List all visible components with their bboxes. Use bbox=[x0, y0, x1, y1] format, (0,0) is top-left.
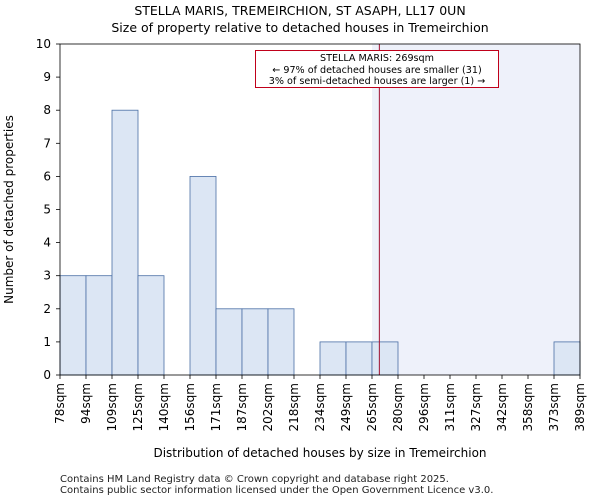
x-tick-label: 140sqm bbox=[157, 383, 171, 431]
x-tick-label: 358sqm bbox=[521, 383, 535, 431]
x-tick-label: 327sqm bbox=[469, 383, 483, 431]
chart-subtitle: Size of property relative to detached ho… bbox=[111, 20, 489, 35]
y-tick-label: 4 bbox=[43, 236, 51, 250]
x-tick-label: 296sqm bbox=[417, 383, 431, 431]
y-tick-label: 9 bbox=[43, 70, 51, 84]
histogram-bar bbox=[189, 175, 217, 376]
footer-line-2: Contains public sector information licen… bbox=[60, 485, 494, 496]
x-tick-label: 171sqm bbox=[209, 383, 223, 431]
histogram-bar bbox=[371, 341, 399, 376]
histogram-bar bbox=[215, 308, 243, 376]
histogram-bar bbox=[111, 109, 139, 376]
x-tick-label: 202sqm bbox=[261, 383, 275, 431]
x-tick-label: 280sqm bbox=[391, 383, 405, 431]
y-tick-label: 2 bbox=[43, 302, 51, 316]
x-tick-label: 373sqm bbox=[547, 383, 561, 431]
histogram-bar bbox=[267, 308, 295, 376]
histogram-bar bbox=[319, 341, 347, 376]
chart-title: STELLA MARIS, TREMEIRCHION, ST ASAPH, LL… bbox=[134, 3, 466, 18]
y-tick-label: 8 bbox=[43, 103, 51, 117]
histogram-bar bbox=[85, 275, 113, 376]
y-tick-label: 1 bbox=[43, 335, 51, 349]
x-tick-label: 187sqm bbox=[235, 383, 249, 431]
histogram-bar bbox=[553, 341, 581, 376]
x-tick-label: 109sqm bbox=[105, 383, 119, 431]
y-tick-label: 5 bbox=[43, 203, 51, 217]
histogram-bar bbox=[137, 275, 165, 376]
footer-line-1: Contains HM Land Registry data © Crown c… bbox=[60, 474, 449, 485]
x-axis-label: Distribution of detached houses by size … bbox=[153, 446, 486, 460]
x-tick-label: 389sqm bbox=[573, 383, 587, 431]
annotation-line-2: ← 97% of detached houses are smaller (31… bbox=[272, 64, 482, 76]
x-tick-label: 94sqm bbox=[79, 383, 93, 424]
annotation-line-3: 3% of semi-detached houses are larger (1… bbox=[268, 76, 486, 87]
y-tick-label: 7 bbox=[43, 136, 51, 150]
histogram-bar bbox=[59, 275, 87, 376]
x-tick-label: 342sqm bbox=[495, 383, 509, 431]
larger-region-shade bbox=[372, 44, 580, 375]
x-tick-label: 156sqm bbox=[183, 383, 197, 431]
x-tick-label: 311sqm bbox=[443, 383, 457, 431]
histogram-bar bbox=[345, 341, 373, 376]
y-tick-label: 3 bbox=[43, 269, 51, 283]
y-axis-label: Number of detached properties bbox=[2, 115, 16, 304]
histogram-bar bbox=[241, 308, 269, 376]
marker-annotation: STELLA MARIS: 269sqm ← 97% of detached h… bbox=[255, 50, 499, 88]
x-tick-label: 218sqm bbox=[287, 383, 301, 431]
x-tick-label: 249sqm bbox=[339, 383, 353, 431]
x-tick-label: 265sqm bbox=[365, 383, 379, 431]
y-tick-label: 6 bbox=[43, 169, 51, 183]
x-tick-label: 125sqm bbox=[131, 383, 145, 431]
x-tick-label: 234sqm bbox=[313, 383, 327, 431]
x-tick-label: 78sqm bbox=[53, 383, 67, 424]
annotation-line-1: STELLA MARIS: 269sqm bbox=[320, 53, 434, 64]
y-tick-label: 10 bbox=[36, 37, 51, 51]
y-tick-label: 0 bbox=[43, 368, 51, 382]
